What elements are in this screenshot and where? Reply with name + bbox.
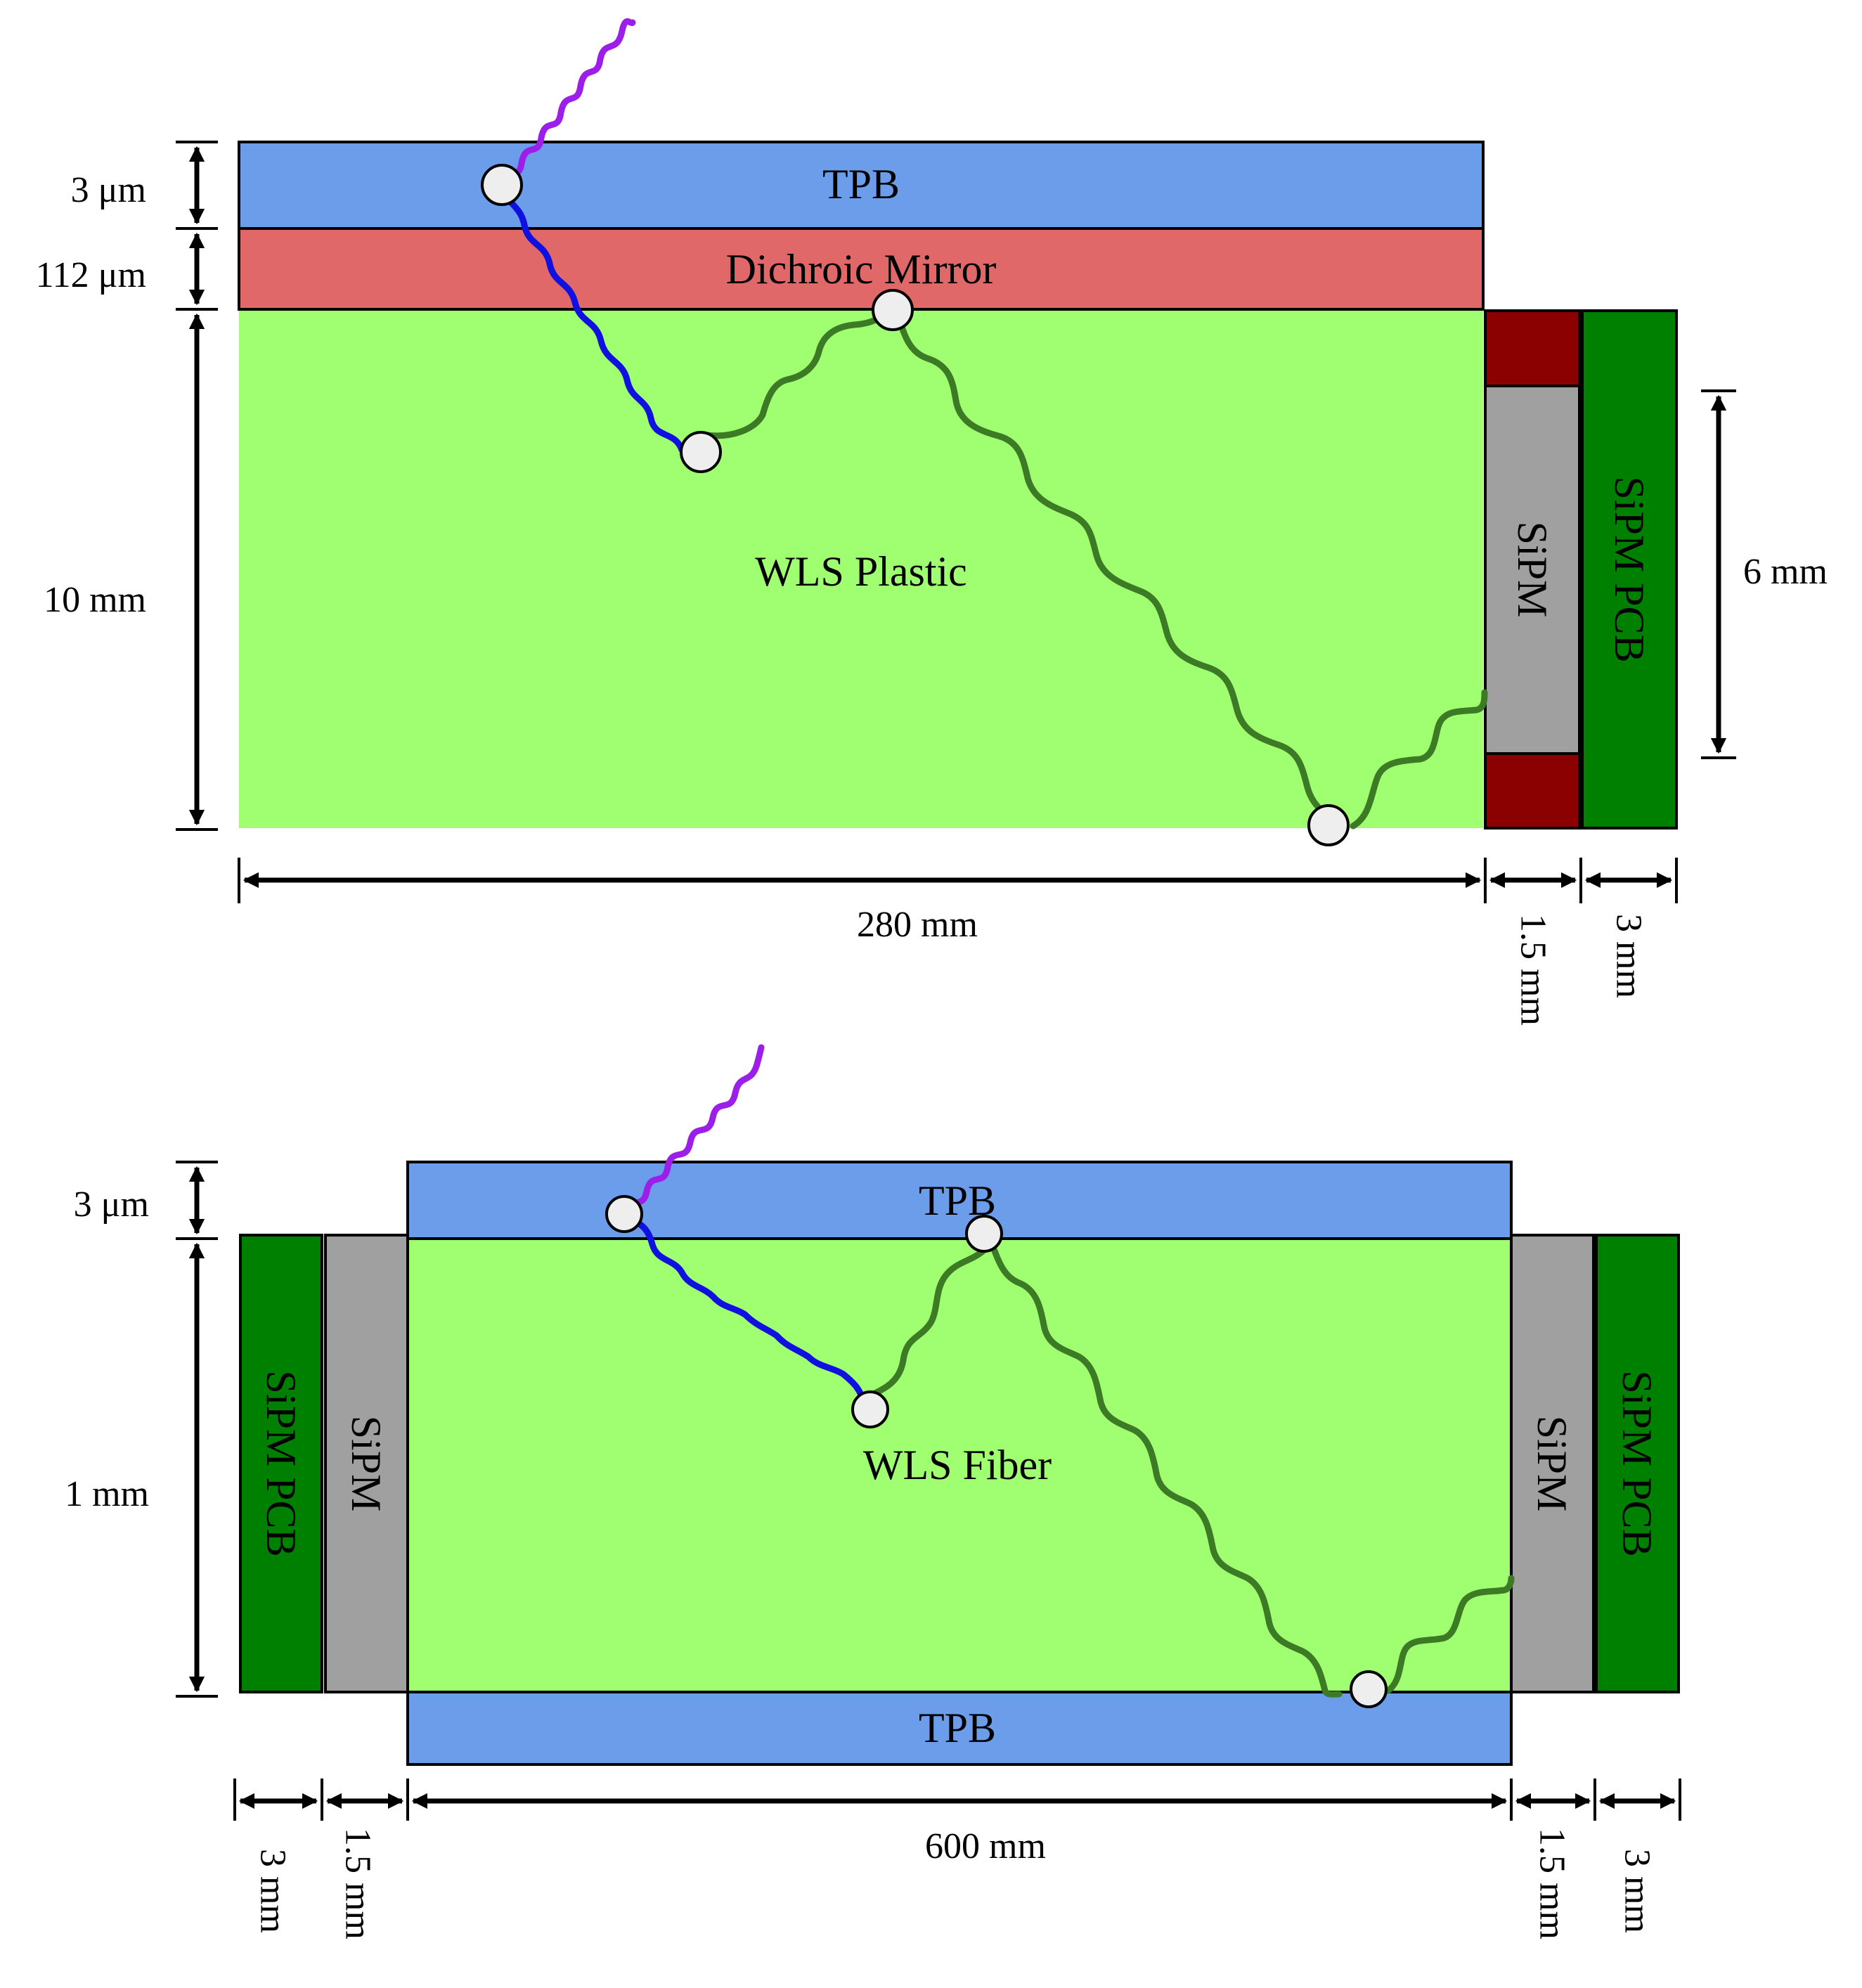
top-reflect-point-mirror xyxy=(872,289,914,331)
top-green-photon-fall xyxy=(893,306,1346,830)
top-dim-sipm-height: 6 mm xyxy=(1743,552,1828,592)
top-sipm xyxy=(1484,385,1581,755)
top-blue-photon xyxy=(498,181,685,453)
top-dim-mirror: 112 μm xyxy=(36,255,146,295)
bottom-dim-ticks xyxy=(176,1161,1681,1821)
top-dim-length: 280 mm xyxy=(857,905,978,945)
bottom-pcb-right xyxy=(1595,1234,1680,1693)
bottom-dim-pcb-right: 3 mm xyxy=(1617,1849,1657,1933)
bottom-absorb-point-wls xyxy=(851,1390,889,1428)
top-absorb-point-tpb xyxy=(481,164,523,206)
bottom-blue-photon xyxy=(621,1211,868,1409)
bottom-dim-arrows xyxy=(188,1166,1676,1809)
bottom-reflect-point-top xyxy=(965,1215,1003,1253)
top-sipm-pcb xyxy=(1581,309,1678,830)
bottom-sipm-left-label: SiPM xyxy=(343,1416,389,1512)
top-tpb-label: TPB xyxy=(822,161,900,207)
top-pcb-label: SiPM PCB xyxy=(1606,476,1653,662)
top-dim-ticks xyxy=(176,141,1736,903)
bottom-tpb-bottom-label: TPB xyxy=(919,1705,996,1751)
bottom-wls-fiber xyxy=(406,1237,1513,1693)
bottom-uv-photon xyxy=(621,1044,765,1218)
bottom-green-photon-fall xyxy=(986,1235,1343,1698)
bottom-dim-pcb-left: 3 mm xyxy=(253,1849,293,1933)
bottom-pcb-left-label: SiPM PCB xyxy=(258,1370,304,1556)
top-sipm-seal-upper xyxy=(1484,309,1581,387)
bottom-pcb-right-label: SiPM PCB xyxy=(1614,1370,1660,1556)
top-diagram: TPB Dichroic Mirror WLS Plastic SiPM SiP… xyxy=(36,18,1828,1026)
top-dim-wls: 10 mm xyxy=(44,580,146,620)
top-tpb-layer xyxy=(238,141,1485,230)
top-dim-sipm: 1.5 mm xyxy=(1513,914,1553,1026)
top-green-photon-exit xyxy=(1350,689,1488,830)
bottom-wls-label: WLS Fiber xyxy=(863,1442,1052,1488)
bottom-dim-length: 600 mm xyxy=(925,1826,1046,1866)
top-dim-arrows xyxy=(188,146,1727,889)
bottom-tpb-top xyxy=(406,1161,1513,1240)
bottom-diagram: TPB TPB WLS Fiber SiPM PCB SiPM SiPM SiP… xyxy=(65,1044,1681,1939)
bottom-green-photon-exit xyxy=(1385,1575,1515,1694)
bottom-tpb-top-label: TPB xyxy=(919,1177,996,1224)
top-mirror-label: Dichroic Mirror xyxy=(726,246,997,292)
bottom-absorb-point-tpb xyxy=(605,1195,643,1233)
bottom-dim-sipm-left: 1.5 mm xyxy=(338,1828,378,1939)
bottom-sipm-left xyxy=(324,1234,409,1693)
bottom-dim-sipm-right: 1.5 mm xyxy=(1532,1828,1572,1939)
top-green-photon-rise xyxy=(699,306,893,439)
top-sipm-label: SiPM xyxy=(1509,522,1556,618)
top-sipm-seal-lower xyxy=(1484,752,1581,830)
bottom-dim-wls: 1 mm xyxy=(65,1474,149,1514)
top-reflect-point-bottom xyxy=(1307,804,1350,846)
top-dim-tpb: 3 μm xyxy=(71,170,146,210)
top-dichroic-mirror xyxy=(238,227,1485,311)
top-dim-pcb: 3 mm xyxy=(1609,914,1649,998)
bottom-sipm-right-label: SiPM xyxy=(1529,1416,1575,1512)
bottom-dim-tpb: 3 μm xyxy=(74,1185,149,1225)
top-absorb-point-wls xyxy=(680,431,722,473)
top-wls-label: WLS Plastic xyxy=(755,548,967,595)
bottom-tpb-bottom xyxy=(406,1691,1513,1766)
bottom-pcb-left xyxy=(239,1234,323,1693)
bottom-reflect-point-bottom xyxy=(1350,1670,1388,1708)
top-uv-photon xyxy=(498,18,636,188)
bottom-sipm-right xyxy=(1510,1234,1595,1693)
